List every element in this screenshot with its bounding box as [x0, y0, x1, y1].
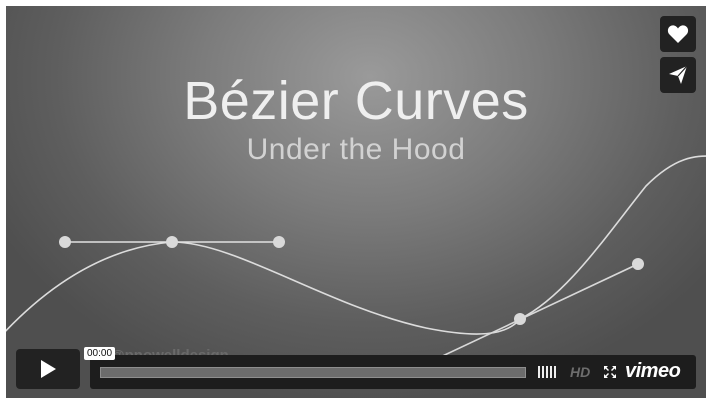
bezier-curve: [6, 155, 706, 335]
control-bar: 00:00 HD vimeo: [16, 347, 696, 389]
control-point: [273, 236, 285, 248]
control-point: [59, 236, 71, 248]
hd-toggle[interactable]: HD: [570, 364, 591, 380]
volume-control[interactable]: [538, 366, 556, 378]
timecode: 00:00: [84, 347, 116, 360]
heart-icon: [667, 25, 689, 43]
control-point: [514, 313, 526, 325]
like-button[interactable]: [660, 16, 696, 52]
control-point: [166, 236, 178, 248]
bezier-illustration: [6, 155, 706, 382]
progress-bar-container: HD vimeo: [90, 355, 696, 389]
volume-bar: [542, 366, 544, 378]
video-player[interactable]: Bézier Curves Under the Hood @pnowelldes…: [6, 6, 706, 398]
progress-bar[interactable]: [100, 367, 526, 378]
send-icon: [669, 65, 688, 84]
volume-bar: [546, 366, 548, 378]
video-title: Bézier Curves: [183, 71, 529, 131]
volume-bar: [550, 366, 552, 378]
volume-bar: [538, 366, 540, 378]
video-subtitle: Under the Hood: [246, 133, 466, 166]
share-button[interactable]: [660, 57, 696, 93]
play-icon: [41, 360, 56, 378]
play-button[interactable]: [16, 349, 80, 389]
control-point: [632, 258, 644, 270]
vimeo-logo[interactable]: vimeo: [625, 360, 681, 382]
volume-bar: [554, 366, 556, 378]
fullscreen-icon[interactable]: [603, 365, 617, 379]
